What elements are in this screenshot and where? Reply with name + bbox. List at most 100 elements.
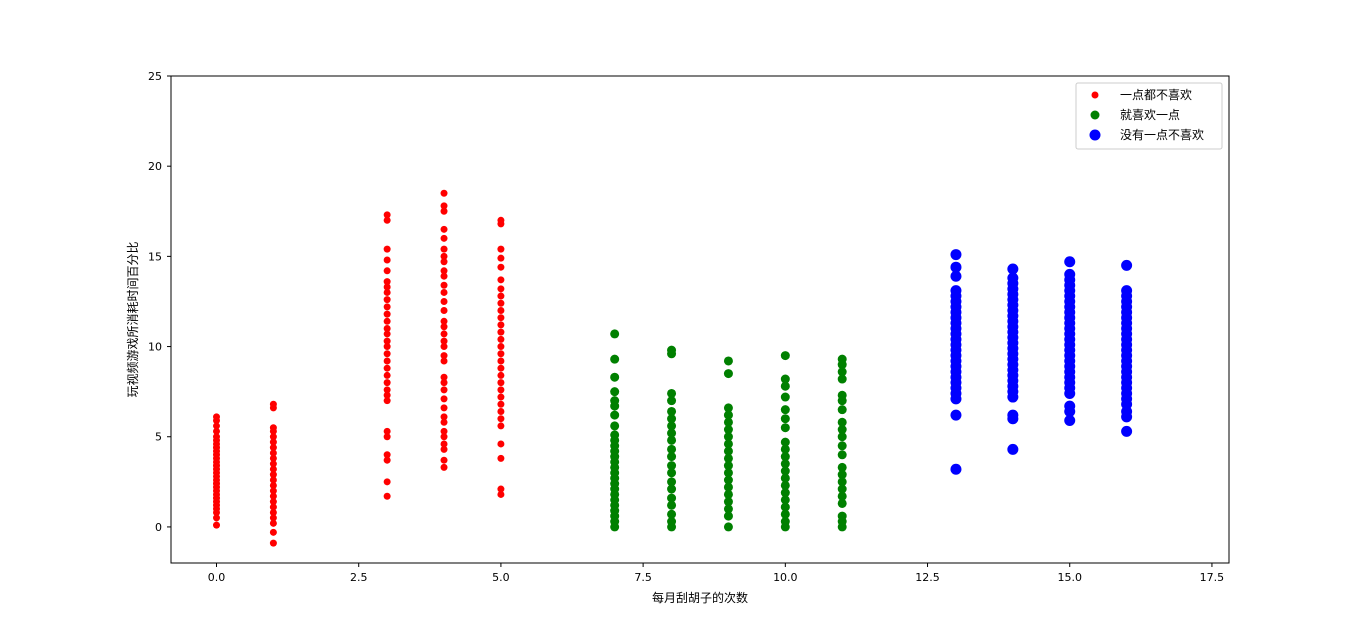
data-point xyxy=(780,509,790,519)
data-point xyxy=(780,351,790,361)
data-point xyxy=(837,477,847,487)
data-point xyxy=(667,421,677,431)
data-point xyxy=(667,484,677,494)
data-point xyxy=(383,433,391,441)
data-point xyxy=(837,425,847,435)
data-point xyxy=(440,379,448,387)
data-point xyxy=(780,517,790,527)
data-point xyxy=(780,466,790,476)
data-point xyxy=(440,445,448,453)
data-point xyxy=(383,283,391,291)
data-point xyxy=(837,491,847,501)
data-point xyxy=(667,428,677,438)
data-point xyxy=(667,509,677,519)
legend-marker xyxy=(1089,129,1101,141)
data-point xyxy=(723,356,733,366)
y-tick-label: 5 xyxy=(155,431,162,444)
data-point xyxy=(269,460,277,468)
data-point xyxy=(440,258,448,266)
data-point xyxy=(383,256,391,264)
data-point xyxy=(440,427,448,435)
data-point xyxy=(269,400,277,408)
data-point xyxy=(497,422,505,430)
data-point xyxy=(440,343,448,351)
data-point xyxy=(950,409,962,421)
data-point xyxy=(780,381,790,391)
data-point xyxy=(497,454,505,462)
data-point xyxy=(497,254,505,262)
data-point xyxy=(1121,285,1133,297)
data-point xyxy=(497,415,505,423)
data-point xyxy=(837,462,847,472)
data-point xyxy=(440,413,448,421)
y-tick-label: 0 xyxy=(155,521,162,534)
data-point xyxy=(440,306,448,314)
data-point xyxy=(383,343,391,351)
data-point xyxy=(1064,400,1076,412)
data-point xyxy=(610,387,620,397)
data-point xyxy=(780,405,790,415)
data-point xyxy=(383,278,391,286)
data-point xyxy=(667,388,677,398)
data-point xyxy=(497,285,505,293)
data-point xyxy=(610,354,620,364)
data-point xyxy=(667,435,677,445)
x-tick-label: 7.5 xyxy=(634,571,652,584)
data-point xyxy=(723,432,733,442)
data-point xyxy=(383,478,391,486)
data-point xyxy=(213,514,221,522)
data-point xyxy=(440,357,448,365)
data-point xyxy=(497,263,505,271)
data-point xyxy=(440,395,448,403)
data-point xyxy=(383,303,391,311)
data-point xyxy=(780,452,790,462)
data-points xyxy=(213,189,1133,547)
data-point xyxy=(497,357,505,365)
data-point xyxy=(269,481,277,489)
data-point xyxy=(440,352,448,360)
data-point xyxy=(1121,259,1133,271)
data-point xyxy=(497,328,505,336)
data-point xyxy=(440,330,448,338)
data-point xyxy=(497,364,505,372)
data-point xyxy=(383,492,391,500)
data-point xyxy=(780,392,790,402)
legend-box xyxy=(1075,82,1223,150)
data-point xyxy=(780,502,790,512)
data-point xyxy=(950,285,962,297)
y-axis-ticks: 0 5 10 15 20 25 xyxy=(148,70,171,534)
data-point xyxy=(213,427,221,435)
data-point xyxy=(440,433,448,441)
data-point xyxy=(269,519,277,527)
data-point xyxy=(383,245,391,253)
data-point xyxy=(269,465,277,473)
data-point xyxy=(269,449,277,457)
data-point xyxy=(383,216,391,224)
data-point xyxy=(723,439,733,449)
data-point xyxy=(667,406,677,416)
data-point xyxy=(723,489,733,499)
data-point xyxy=(497,321,505,329)
data-point xyxy=(837,484,847,494)
data-point xyxy=(269,539,277,547)
data-point xyxy=(269,487,277,495)
data-point xyxy=(837,354,847,364)
legend-label: 一点都不喜欢 xyxy=(1120,87,1192,102)
data-point xyxy=(723,461,733,471)
data-point xyxy=(667,444,677,454)
data-point xyxy=(440,207,448,215)
data-point xyxy=(497,379,505,387)
data-point xyxy=(723,446,733,456)
data-point xyxy=(837,470,847,480)
data-point xyxy=(440,252,448,260)
data-point xyxy=(837,374,847,384)
data-point xyxy=(723,482,733,492)
data-point xyxy=(667,477,677,487)
data-point xyxy=(383,357,391,365)
data-point xyxy=(667,500,677,510)
data-point xyxy=(667,468,677,478)
data-point xyxy=(780,414,790,424)
data-point xyxy=(440,373,448,381)
data-point xyxy=(837,441,847,451)
